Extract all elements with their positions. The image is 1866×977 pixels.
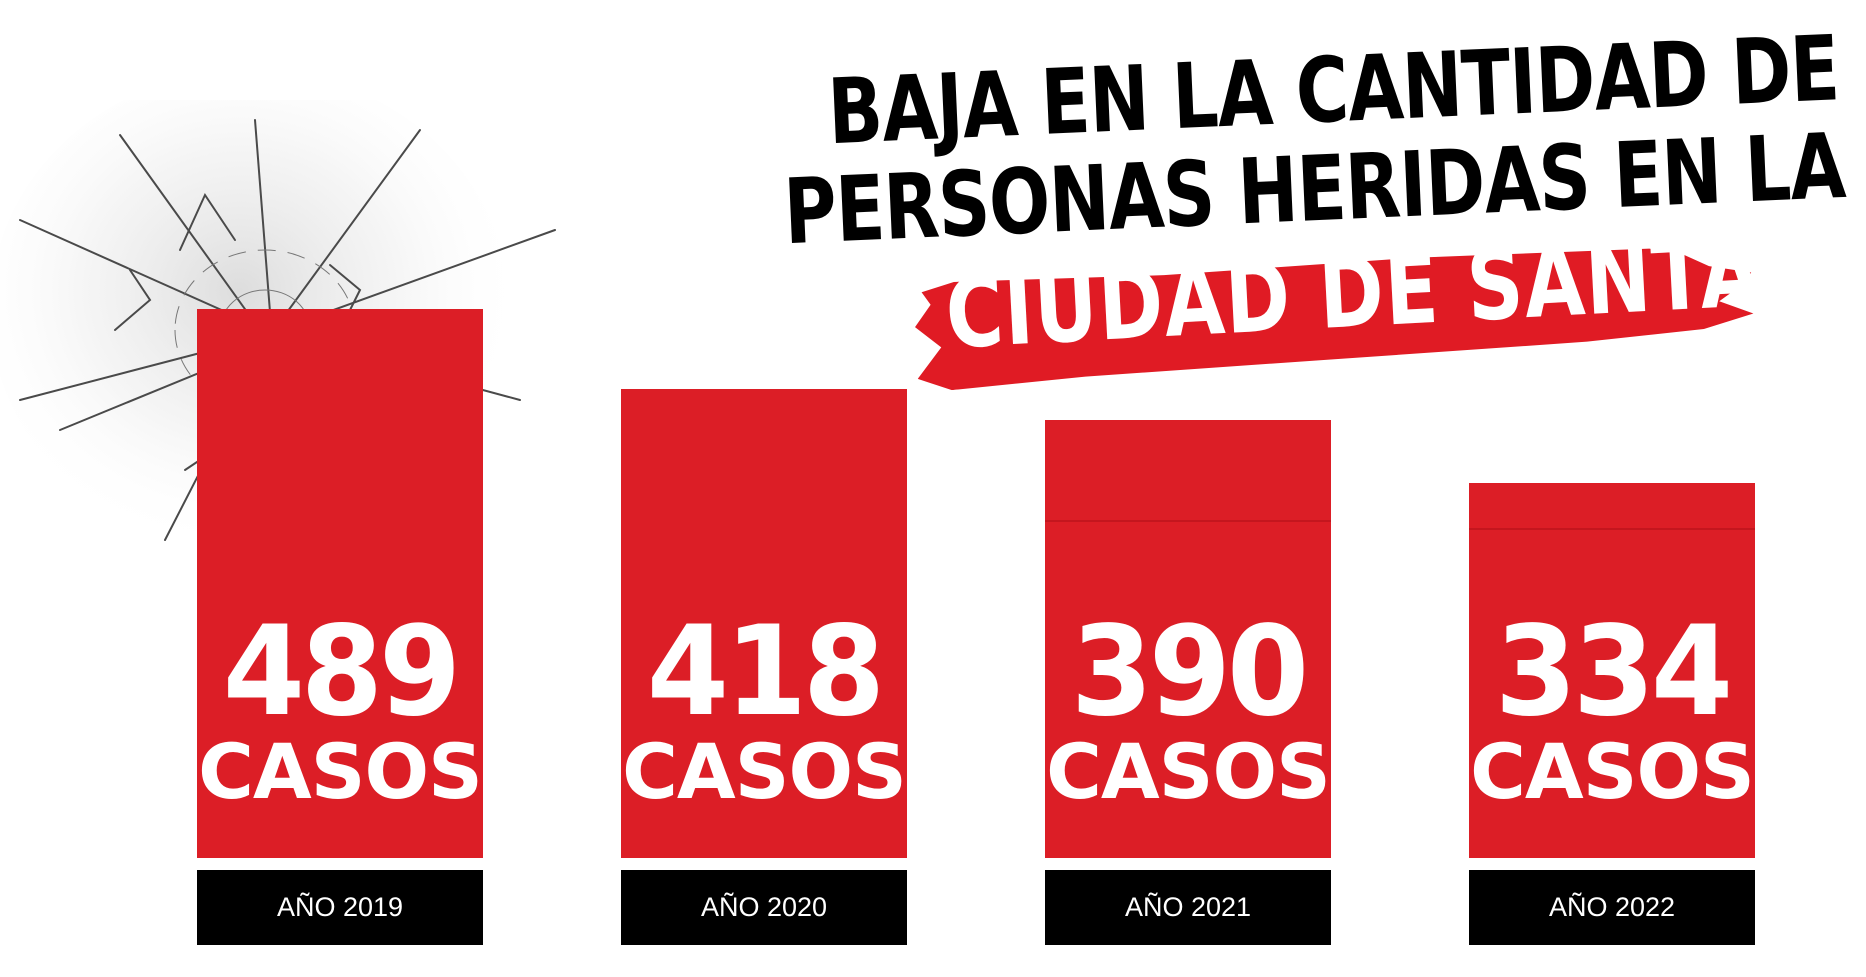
value-label-2020: 418 (646, 598, 885, 744)
unit-label-2022: CASOS (1470, 727, 1755, 816)
value-label-2021: 390 (1070, 598, 1309, 744)
year-label-2019: AÑO 2019 (197, 870, 483, 945)
unit-label-2020: CASOS (622, 727, 907, 816)
bar-2022: 334 CASOS (1469, 483, 1755, 858)
year-label-2022: AÑO 2022 (1469, 870, 1755, 945)
bar-2021: 390 CASOS (1045, 420, 1331, 858)
year-label-2020: AÑO 2020 (621, 870, 907, 945)
value-label-2019: 489 (222, 598, 461, 744)
value-label-2022: 334 (1494, 598, 1733, 744)
year-label-2021: AÑO 2021 (1045, 870, 1331, 945)
bar-seam (1469, 528, 1755, 530)
bar-seam (1045, 520, 1331, 522)
bar-2019: 489 CASOS (197, 309, 483, 858)
unit-label-2019: CASOS (198, 727, 483, 816)
unit-label-2021: CASOS (1046, 727, 1331, 816)
bar-2020: 418 CASOS (621, 389, 907, 858)
